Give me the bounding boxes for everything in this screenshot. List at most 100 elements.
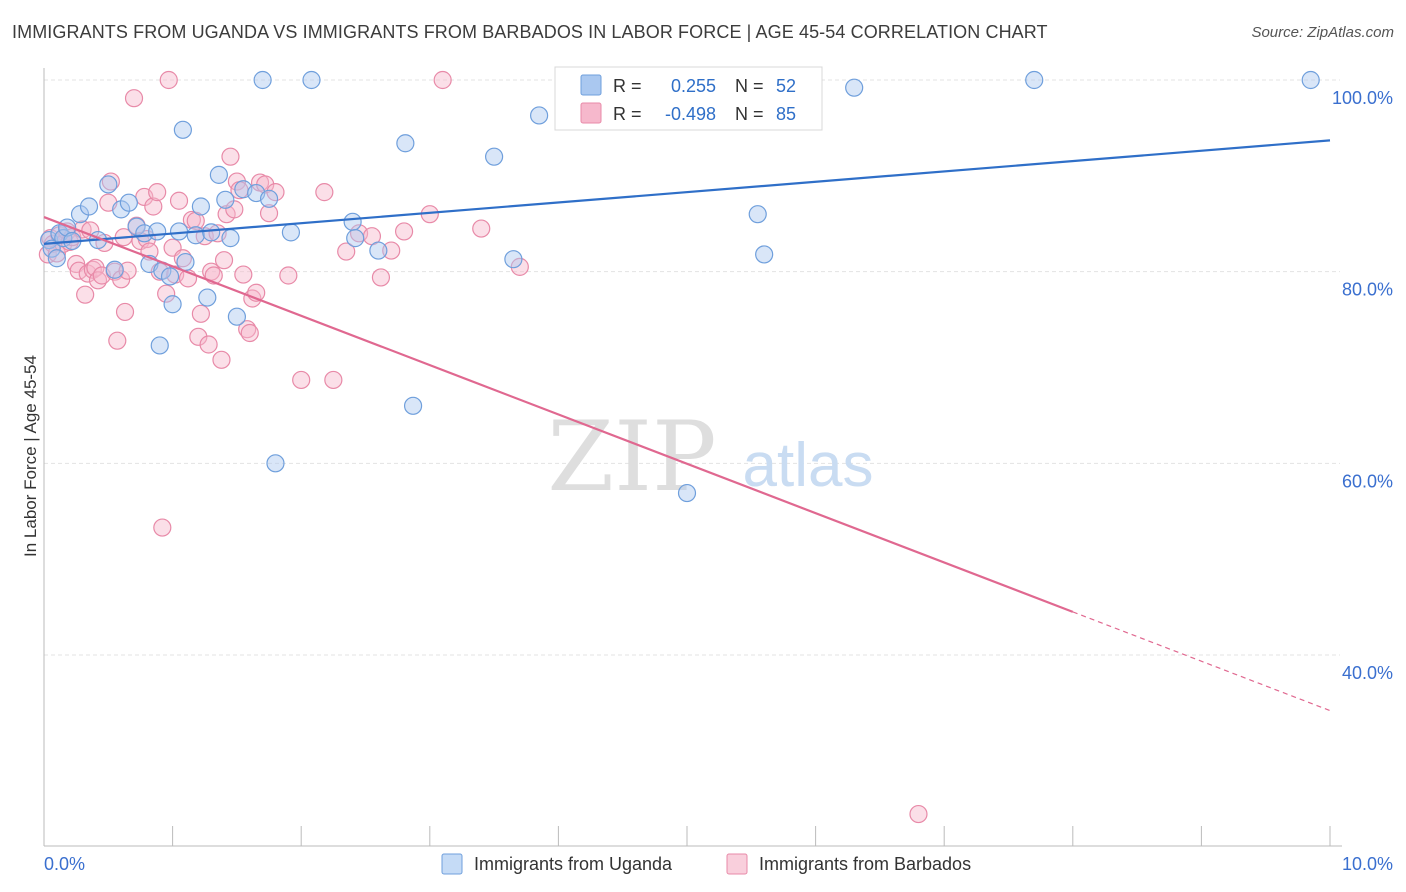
barbados-point xyxy=(315,183,334,202)
uganda-point xyxy=(302,70,321,90)
legend-barbados-swatch xyxy=(726,853,748,875)
barbados-point xyxy=(115,302,135,322)
uganda-point xyxy=(504,250,523,269)
uganda-point xyxy=(346,229,365,248)
trend-lines xyxy=(43,139,1331,712)
barbados-point xyxy=(909,804,928,824)
barbados-point xyxy=(259,204,279,223)
barbados-point xyxy=(118,261,137,280)
uganda-point xyxy=(845,78,864,97)
uganda-point xyxy=(755,245,774,264)
uganda-point xyxy=(119,193,138,212)
stats-n-value-1: 52 xyxy=(776,76,796,96)
barbados-point xyxy=(186,211,205,230)
uganda-point xyxy=(396,134,415,153)
uganda-point xyxy=(485,147,504,166)
barbados-point xyxy=(337,242,356,261)
barbados-point xyxy=(169,191,189,210)
chart-title: IMMIGRANTS FROM UGANDA VS IMMIGRANTS FRO… xyxy=(12,22,1048,42)
barbados-point xyxy=(199,335,218,354)
y-tick-label: 100.0% xyxy=(1332,88,1393,108)
barbados-point xyxy=(221,147,240,166)
uganda-point xyxy=(227,307,246,326)
uganda-point xyxy=(403,396,423,415)
barbados-point xyxy=(144,197,163,216)
legend-uganda-label: Immigrants from Uganda xyxy=(474,854,673,874)
barbados-point xyxy=(266,183,285,202)
barbados-point xyxy=(153,518,172,537)
uganda-point xyxy=(163,295,182,314)
uganda-point xyxy=(198,288,217,307)
uganda-point xyxy=(202,223,221,242)
uganda-trend-line xyxy=(43,139,1331,245)
stats-r-value-2: -0.498 xyxy=(665,104,716,124)
barbados-trend-line xyxy=(43,216,1074,613)
barbados-point xyxy=(157,284,176,303)
x-tick-label: 0.0% xyxy=(44,854,85,874)
uganda-point xyxy=(105,260,124,279)
stats-legend: R = 0.255 N = 52 R = -0.498 N = 85 xyxy=(554,66,823,131)
barbados-point xyxy=(472,219,491,238)
barbados-point xyxy=(159,70,178,90)
barbados-point xyxy=(76,285,95,304)
watermark-zip: ZIP xyxy=(547,401,716,513)
uganda-point xyxy=(677,483,697,503)
uganda-point xyxy=(1025,70,1044,90)
barbados-point xyxy=(371,268,391,287)
uganda-point xyxy=(169,222,189,241)
uganda-point xyxy=(253,70,272,90)
barbados-point xyxy=(382,241,401,260)
barbados-point xyxy=(234,265,253,284)
uganda-point xyxy=(259,189,279,208)
watermark: ZIP atlas xyxy=(547,401,873,513)
series-legend: Immigrants from Uganda Immigrants from B… xyxy=(441,853,971,875)
uganda-point xyxy=(209,165,228,184)
barbados-point xyxy=(394,222,414,241)
uganda-point xyxy=(369,241,388,260)
uganda-point xyxy=(148,222,167,241)
uganda-point xyxy=(150,336,169,355)
barbados-point xyxy=(124,89,144,108)
uganda-point xyxy=(216,190,235,209)
stats-n-value-2: 85 xyxy=(776,104,796,124)
legend-barbados-label: Immigrants from Barbados xyxy=(759,854,971,874)
barbados-point xyxy=(191,304,210,323)
uganda-point xyxy=(99,175,118,194)
stats-n-label-1: N = xyxy=(735,76,764,96)
uganda-point xyxy=(79,197,99,216)
barbados-point xyxy=(324,370,343,390)
uganda-point xyxy=(281,223,301,242)
barbados-point xyxy=(279,266,298,285)
x-tick-label: 10.0% xyxy=(1342,854,1393,874)
uganda-point xyxy=(47,249,66,268)
stats-r-label-1: R = xyxy=(613,76,642,96)
y-tick-label: 80.0% xyxy=(1342,280,1393,300)
y-axis-label: In Labor Force | Age 45-54 xyxy=(21,355,40,557)
barbados-point xyxy=(101,172,120,191)
watermark-atlas: atlas xyxy=(743,431,874,500)
uganda-point xyxy=(160,267,180,286)
barbados-trend-extension xyxy=(1072,611,1331,712)
stats-r-value-1: 0.255 xyxy=(671,76,716,96)
barbados-point xyxy=(433,70,452,90)
uganda-point xyxy=(186,226,205,245)
uganda-point xyxy=(221,229,240,248)
y-tick-label: 40.0% xyxy=(1342,663,1393,683)
stats-r-label-2: R = xyxy=(613,104,642,124)
uganda-point xyxy=(530,106,549,125)
barbados-point xyxy=(240,323,259,343)
x-tick-labels: 0.0% 10.0% xyxy=(44,854,1393,874)
barbados-point xyxy=(212,350,231,369)
uganda-point xyxy=(343,212,362,231)
barbados-point xyxy=(292,370,311,390)
source-credit: Source: ZipAtlas.com xyxy=(1251,24,1394,41)
uganda-point xyxy=(191,197,210,216)
barbados-point xyxy=(83,260,102,279)
grid xyxy=(44,79,1340,656)
legend-uganda-swatch xyxy=(441,853,463,875)
axes xyxy=(43,68,1342,847)
stats-n-label-2: N = xyxy=(735,104,764,124)
stats-uganda-swatch xyxy=(580,74,602,96)
uganda-point xyxy=(1301,70,1320,90)
uganda-point xyxy=(266,454,285,473)
